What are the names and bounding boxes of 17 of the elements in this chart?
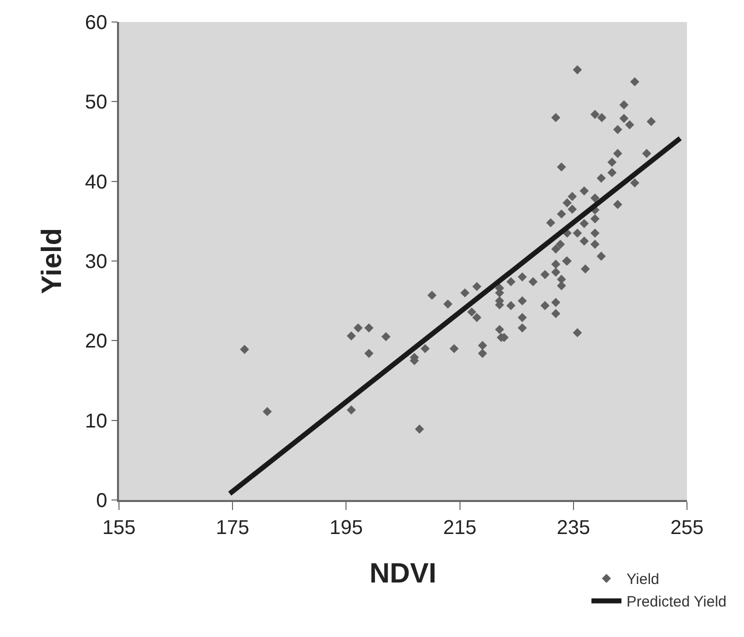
x-tick-label: 155 <box>102 516 136 539</box>
y-tick-label: 0 <box>96 490 108 512</box>
x-tick-label: 255 <box>670 516 704 539</box>
y-tick-label: 50 <box>85 92 108 114</box>
y-tick-label: 20 <box>85 330 108 353</box>
x-tick-label: 215 <box>443 516 476 539</box>
y-axis-title: Yield <box>36 228 68 294</box>
x-axis-title: NDVI <box>370 557 436 588</box>
legend-label: Yield <box>626 571 660 588</box>
legend-label: Predicted Yield <box>626 594 727 611</box>
x-tick-label: 175 <box>216 516 250 539</box>
x-tick-label: 195 <box>330 516 363 539</box>
y-tick-label: 40 <box>85 171 108 194</box>
y-tick-label: 60 <box>85 12 108 34</box>
y-tick-label: 30 <box>85 251 108 273</box>
x-tick-label: 235 <box>556 516 590 539</box>
y-tick-label: 10 <box>85 410 108 432</box>
